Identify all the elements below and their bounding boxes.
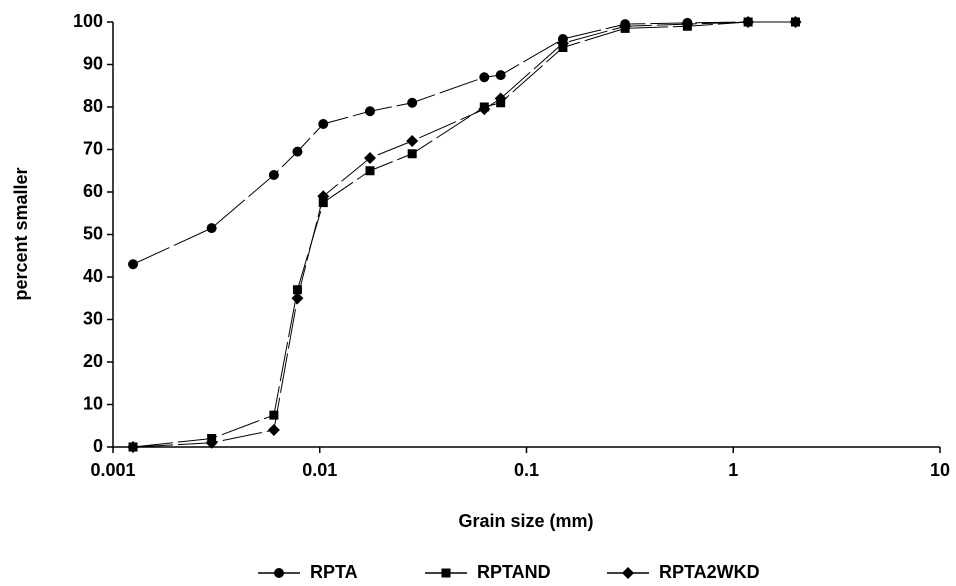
marker [318, 119, 329, 129]
marker [742, 16, 755, 28]
marker [478, 103, 491, 116]
marker [363, 152, 376, 164]
marker [406, 135, 419, 147]
marker [494, 92, 507, 105]
x-tick-label: 0.01 [302, 460, 337, 480]
x-tick-label: 1 [728, 460, 738, 480]
marker [318, 198, 328, 208]
legend-marker [441, 568, 451, 578]
x-tick-label: 10 [930, 460, 950, 480]
marker [479, 72, 490, 83]
marker [269, 410, 279, 420]
legend-label: RPTA [310, 562, 358, 582]
y-tick-label: 60 [83, 181, 103, 201]
y-tick-label: 0 [93, 436, 103, 456]
legend-marker [274, 568, 284, 578]
marker [128, 259, 139, 270]
legend-label: RPTA2WKD [659, 562, 760, 582]
marker [268, 170, 279, 180]
marker [407, 149, 417, 159]
marker [619, 20, 632, 33]
legend-marker [622, 567, 634, 579]
legend-label: RPTAND [477, 562, 551, 582]
marker [495, 70, 506, 81]
y-tick-label: 90 [83, 53, 103, 73]
y-tick-label: 30 [83, 308, 103, 328]
series-line [132, 21, 796, 265]
y-tick-label: 40 [83, 266, 103, 286]
y-tick-label: 100 [73, 11, 103, 31]
marker [292, 285, 302, 295]
y-tick-label: 50 [83, 223, 103, 243]
marker [206, 223, 217, 234]
y-tick-label: 20 [83, 351, 103, 371]
marker [205, 436, 218, 449]
series-line [132, 21, 796, 448]
y-axis-title: percent smaller [11, 167, 31, 300]
series-line [133, 21, 796, 448]
marker [292, 146, 303, 157]
marker [365, 166, 375, 176]
x-tick-label: 0.1 [514, 460, 539, 480]
y-tick-label: 70 [83, 138, 103, 158]
x-axis-title: Grain size (mm) [458, 511, 593, 531]
y-tick-label: 80 [83, 96, 103, 116]
marker [127, 441, 140, 453]
marker [317, 190, 330, 203]
marker [291, 292, 304, 305]
marker [267, 424, 280, 436]
marker [364, 106, 375, 117]
x-tick-label: 0.001 [90, 460, 135, 480]
y-tick-label: 10 [83, 393, 103, 413]
marker [789, 16, 802, 28]
marker [681, 18, 694, 31]
marker [407, 97, 418, 108]
marker [556, 37, 569, 50]
